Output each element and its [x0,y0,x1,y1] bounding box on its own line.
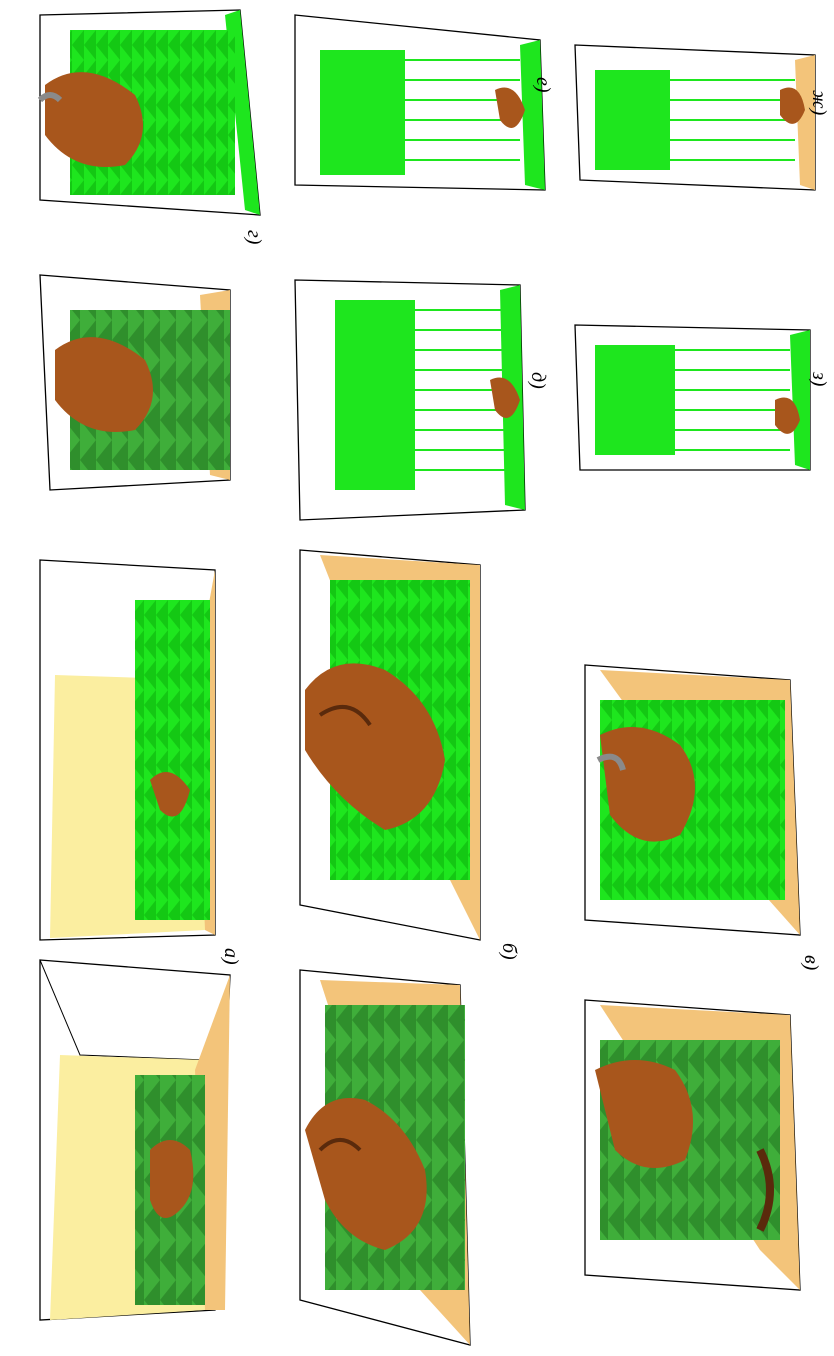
panel-z [574,324,811,471]
label-g: г) [243,230,265,245]
panel-a-bright [39,559,216,941]
panel-g [39,274,231,491]
panel-v-bright [584,664,801,936]
label-e: е) [532,77,554,93]
panel-d [294,279,526,521]
panel-b-solid [299,969,471,1346]
panel-zh [574,44,816,191]
label-a: а) [220,948,242,965]
panel-v-solid [584,999,801,1291]
panel-g-top [37,9,261,216]
label-d: д) [527,372,549,389]
panel-b-bright [299,549,481,941]
label-b: б) [498,943,520,960]
panel-a-solid [39,959,231,1321]
label-z: з) [808,371,830,387]
label-zh: ж) [808,90,830,116]
panel-e [294,14,546,191]
label-v: в) [800,955,822,971]
